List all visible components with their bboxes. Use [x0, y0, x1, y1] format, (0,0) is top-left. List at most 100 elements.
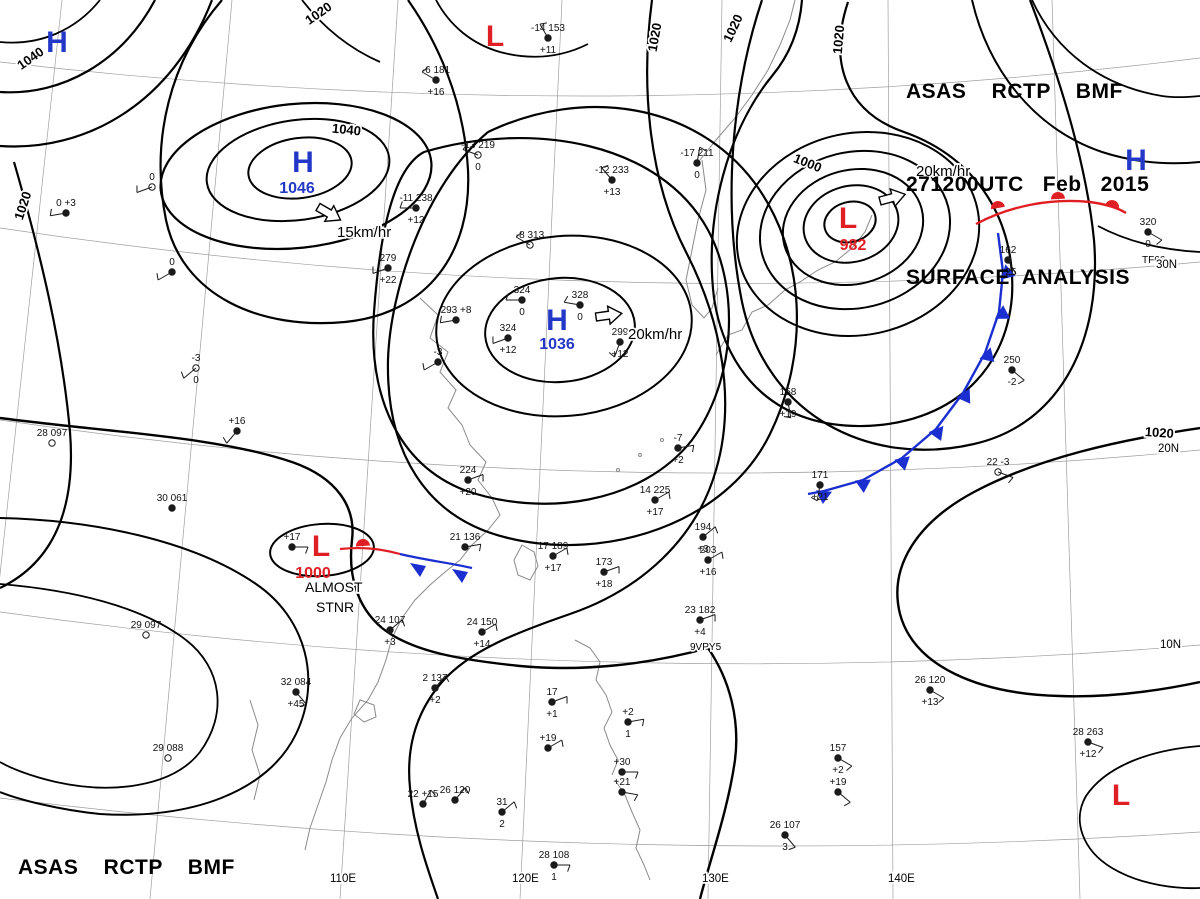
wind-barb-icon: [654, 491, 670, 501]
coastline: [614, 779, 651, 881]
latitude-label: 10N: [1160, 639, 1181, 651]
station-value-text: -3: [434, 347, 443, 358]
station-plot: 194 +3: [695, 522, 719, 555]
station-value-text: 0: [519, 307, 525, 318]
wind-barb-icon: [551, 696, 568, 703]
station-value-text: +17: [647, 507, 664, 518]
station-plot: -8 313: [515, 230, 545, 249]
station-value-text: 31: [496, 797, 508, 808]
wind-barb-tick-icon: [633, 794, 639, 802]
isobar-line: [0, 517, 310, 816]
warm-front-scallop-icon: [991, 201, 1005, 210]
wind-barb-icon: [501, 801, 515, 813]
station-plot: 293 +8: [439, 305, 472, 324]
isobar-line: [896, 426, 1200, 698]
station-value-text: +45: [288, 699, 305, 710]
warm-front-scallop-icon: [1105, 200, 1119, 208]
title-block-top-right: ASAS RCTP BMF 271200UTC Feb 2015 SURFACE…: [906, 14, 1149, 355]
annotation-text: STNR: [316, 599, 354, 615]
pressure-center-value: 1046: [279, 180, 315, 197]
coastline: [660, 438, 664, 442]
stationary-front-line: [339, 546, 401, 556]
wind-barb-icon: [539, 23, 549, 39]
station-value-text: 324: [500, 323, 517, 334]
station-value-text: 23 182: [685, 605, 716, 616]
title-line-2: 271200UTC Feb 2015: [906, 173, 1150, 196]
coastline: [304, 297, 501, 851]
station-plot: 279 +22: [372, 253, 397, 286]
station-value-text: 0: [193, 375, 199, 386]
station-value-text: 293 +8: [441, 305, 472, 316]
movement-arrow-icon: [315, 202, 342, 223]
cold-front-triangle-icon: [452, 569, 468, 583]
station-value-text: +16: [428, 87, 445, 98]
wind-barb-tick-icon: [464, 787, 470, 795]
station-plot: 320 0: [1140, 217, 1163, 250]
wind-barb-icon: [603, 566, 620, 573]
station-value-text: +13: [604, 187, 621, 198]
station-value-text: 203: [700, 545, 717, 556]
annotation-text: 15km/hr: [337, 224, 391, 241]
isobar-line: [484, 276, 636, 384]
wind-barb-icon: [707, 551, 723, 561]
station-plot: 203 +16: [700, 545, 724, 578]
wind-barb-tick-icon: [642, 719, 645, 727]
longitude-label: 140E: [888, 873, 915, 885]
pressure-center-letter: H: [1125, 144, 1147, 177]
isobar-line: [735, 131, 981, 337]
station-plot: 17 189 +17: [538, 541, 569, 574]
coastline: [353, 699, 377, 723]
coastline: [574, 639, 619, 776]
station-plot: 324 +12: [492, 323, 517, 356]
wind-barb-tick-icon: [788, 846, 796, 851]
cold-front-triangle-icon: [855, 479, 871, 493]
wind-barb-icon: [157, 271, 173, 281]
wind-barb-tick-icon: [566, 547, 569, 555]
wind-barb-icon: [50, 212, 67, 217]
pressure-center-letter: H: [46, 26, 68, 59]
isobar-line: [0, 0, 156, 94]
station-plot: 14 225 +17: [640, 485, 671, 518]
station-value-text: +16: [700, 567, 717, 578]
station-value-text: +3: [384, 637, 396, 648]
station-plot: -3 0: [180, 353, 201, 386]
station-plot: 0 +3: [49, 198, 76, 217]
grid-line: [707, 0, 723, 899]
station-value-text: +2: [672, 455, 684, 466]
wind-barb-tick-icon: [567, 864, 571, 872]
station-value-text: +12: [408, 215, 425, 226]
isobar-value-label: 1040: [331, 121, 361, 139]
station-value-text: 1: [551, 872, 557, 883]
station-plot: +17: [284, 532, 309, 554]
wind-barb-tick-icon: [846, 765, 853, 771]
station-value-text: +13: [922, 697, 939, 708]
wind-barb-icon: [481, 623, 497, 633]
wind-barb-tick-icon: [1009, 273, 1017, 276]
station-value-text: 0: [577, 312, 583, 323]
station-value-text: +11: [540, 45, 557, 56]
station-plot: +19: [830, 777, 851, 807]
annotation-text: TF66: [1142, 255, 1166, 266]
wind-barb-tick-icon: [444, 675, 450, 683]
isobar-line: [1031, 0, 1200, 99]
latitude-label: 30N: [1156, 259, 1177, 271]
coastline: [616, 468, 620, 472]
pressure-center-letter: L: [312, 530, 330, 563]
pressure-center-letter: L: [1112, 779, 1130, 812]
wind-barb-tick-icon: [783, 416, 791, 419]
station-plot: 0: [136, 172, 156, 193]
station-value-text: 32 084: [281, 677, 312, 688]
isobar-value-label: 1020: [720, 12, 746, 45]
isobar-line: [247, 136, 353, 200]
wind-barb-icon: [183, 367, 197, 379]
station-value-text: 2 137: [422, 673, 447, 684]
annotation-text: ALMOST: [305, 579, 363, 595]
isobar-line: [0, 583, 219, 789]
wind-barb-icon: [515, 236, 531, 246]
station-value-text: -12 233: [595, 165, 629, 176]
isobar-line: [0, 161, 72, 589]
station-plot: -12 233 +13: [595, 164, 629, 198]
isobar-value-label: 1020: [830, 25, 847, 55]
pressure-center-letter: L: [839, 202, 857, 235]
wind-barb-tick-icon: [49, 208, 52, 216]
